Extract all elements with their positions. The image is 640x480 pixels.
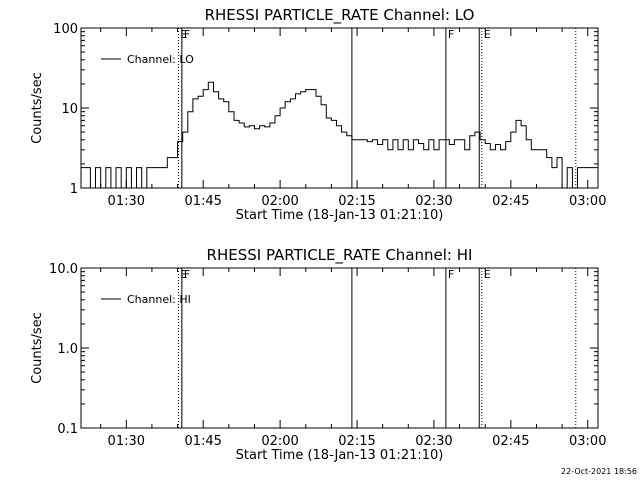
y-axis-label: Counts/sec (30, 312, 45, 384)
y-tick-label: 10 (61, 102, 78, 117)
y-tick-label: 1 (70, 182, 78, 197)
y-tick-label: 100 (53, 22, 78, 37)
chart-title: RHESSI PARTICLE_RATE Channel: LO (205, 6, 475, 25)
x-tick-label: 01:30 (108, 434, 145, 449)
marker-label: E (484, 268, 491, 281)
plot-frame (80, 267, 599, 429)
x-tick-label: 03:00 (569, 194, 606, 209)
x-tick-label: 02:45 (492, 194, 529, 209)
x-tick-label: 03:00 (569, 434, 606, 449)
footer-timestamp: 22-Oct-2021 18:56 (561, 467, 637, 476)
plot-frame (80, 27, 599, 189)
chart-title: RHESSI PARTICLE_RATE Channel: HI (207, 246, 473, 265)
series-line (81, 81, 598, 189)
marker-label: F (184, 268, 190, 281)
y-tick-label: 0.1 (57, 422, 78, 437)
x-tick-label: 02:15 (338, 434, 375, 449)
marker-label: E (180, 28, 187, 41)
y-tick-label: 10.0 (49, 262, 78, 277)
x-axis-label: Start Time (18-Jan-13 01:21:10) (236, 208, 444, 223)
marker-label: E (180, 268, 187, 281)
marker-label: F (448, 268, 454, 281)
x-tick-label: 02:15 (338, 194, 375, 209)
x-tick-label: 01:45 (184, 434, 221, 449)
legend-label: Channel: LO (127, 53, 194, 66)
x-tick-label: 02:30 (415, 194, 452, 209)
x-axis-label: Start Time (18-Jan-13 01:21:10) (236, 448, 444, 463)
marker-label: F (448, 28, 454, 41)
x-tick-label: 02:00 (261, 434, 298, 449)
x-tick-label: 02:30 (415, 434, 452, 449)
x-tick-label: 01:30 (108, 194, 145, 209)
x-tick-label: 02:45 (492, 434, 529, 449)
marker-label: E (484, 28, 491, 41)
legend-label: Channel: HI (127, 293, 191, 306)
x-tick-label: 01:45 (184, 194, 221, 209)
x-tick-label: 02:00 (261, 194, 298, 209)
marker-label: F (184, 28, 190, 41)
y-tick-label: 1.0 (57, 342, 78, 357)
y-axis-label: Counts/sec (30, 72, 45, 144)
